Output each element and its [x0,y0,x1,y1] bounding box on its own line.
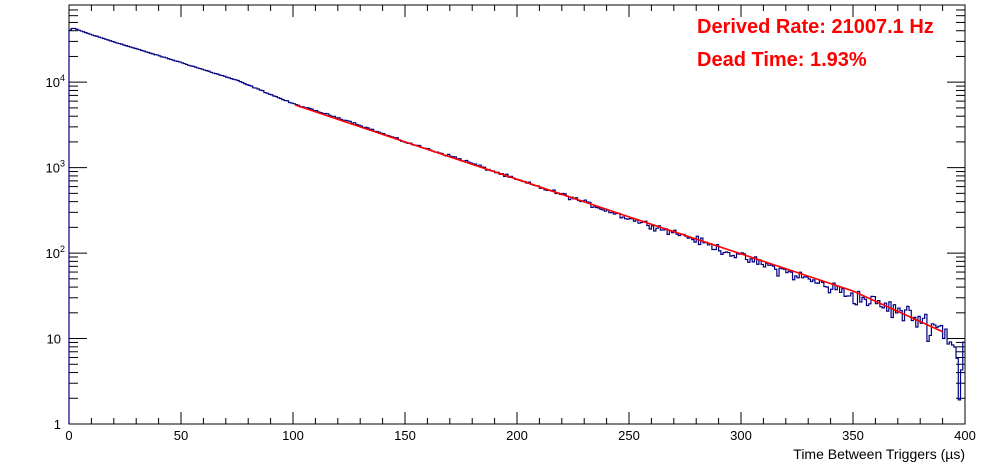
y-tick-label: 103 [46,159,65,176]
y-tick-label: 102 [46,244,65,261]
x-tick-label: 200 [506,428,528,443]
y-axis: 1 10 102 103 104 [46,4,965,432]
x-tick-label: 0 [65,428,72,443]
fit-curve-series [294,104,943,333]
x-axis: 0 50 100 150 200 250 300 350 400 [65,5,976,443]
x-tick-label: 250 [618,428,640,443]
x-axis-title: Time Between Triggers (µs) [793,446,965,462]
x-tick-label: 50 [174,428,188,443]
x-tick-label: 150 [394,428,416,443]
histogram-series [68,27,965,424]
y-tick-label: 1 [54,417,61,432]
y-tick-label: 104 [46,73,65,90]
y-tick-label: 10 [47,332,61,347]
x-tick-label: 100 [282,428,304,443]
x-tick-label: 300 [730,428,752,443]
derived-rate-label: Derived Rate: 21007.1 Hz [697,16,934,38]
dead-time-label: Dead Time: 1.93% [697,49,867,71]
x-tick-label: 350 [842,428,864,443]
x-tick-label: 400 [954,428,976,443]
